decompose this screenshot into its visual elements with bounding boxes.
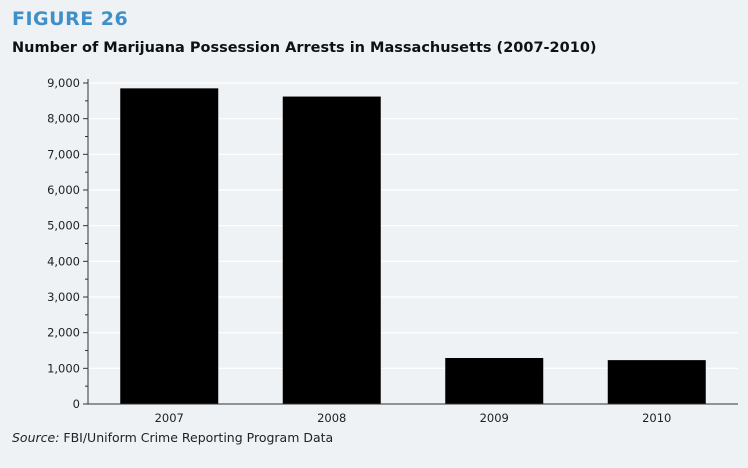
axes [83, 79, 738, 405]
x-tick-label: 2007 [155, 411, 184, 425]
source-note: Source: FBI/Uniform Crime Reporting Prog… [12, 430, 333, 445]
source-text: FBI/Uniform Crime Reporting Program Data [59, 430, 334, 445]
y-tick-label: 2,000 [47, 326, 80, 340]
figure-label: FIGURE 26 [12, 8, 129, 30]
x-tick-labels: 2007 2008 2009 2010 [155, 411, 672, 425]
bars [120, 88, 706, 404]
bar-2008 [282, 96, 381, 404]
x-tick-label: 2009 [480, 411, 509, 425]
y-tick-label: 3,000 [47, 290, 80, 304]
bar-2009 [445, 357, 544, 404]
x-tick-label: 2008 [317, 411, 346, 425]
y-tick-label: 6,000 [47, 183, 80, 197]
bar-2007 [120, 88, 219, 404]
source-prefix: Source: [12, 430, 60, 445]
y-tick-label: 7,000 [47, 147, 80, 161]
y-tick-label: 5,000 [47, 219, 80, 233]
chart-title: Number of Marijuana Possession Arrests i… [12, 40, 597, 56]
y-tick-label: 8,000 [47, 112, 80, 126]
bar-2010 [607, 360, 706, 404]
y-tick-label: 0 [73, 397, 80, 411]
y-tick-label: 1,000 [47, 361, 80, 375]
x-tick-label: 2010 [642, 411, 671, 425]
y-tick-labels: 0 1,000 2,000 3,000 4,000 5,000 6,000 7,000 8,00… [47, 76, 80, 411]
y-tick-label: 9,000 [47, 76, 80, 90]
y-tick-label: 4,000 [47, 254, 80, 268]
